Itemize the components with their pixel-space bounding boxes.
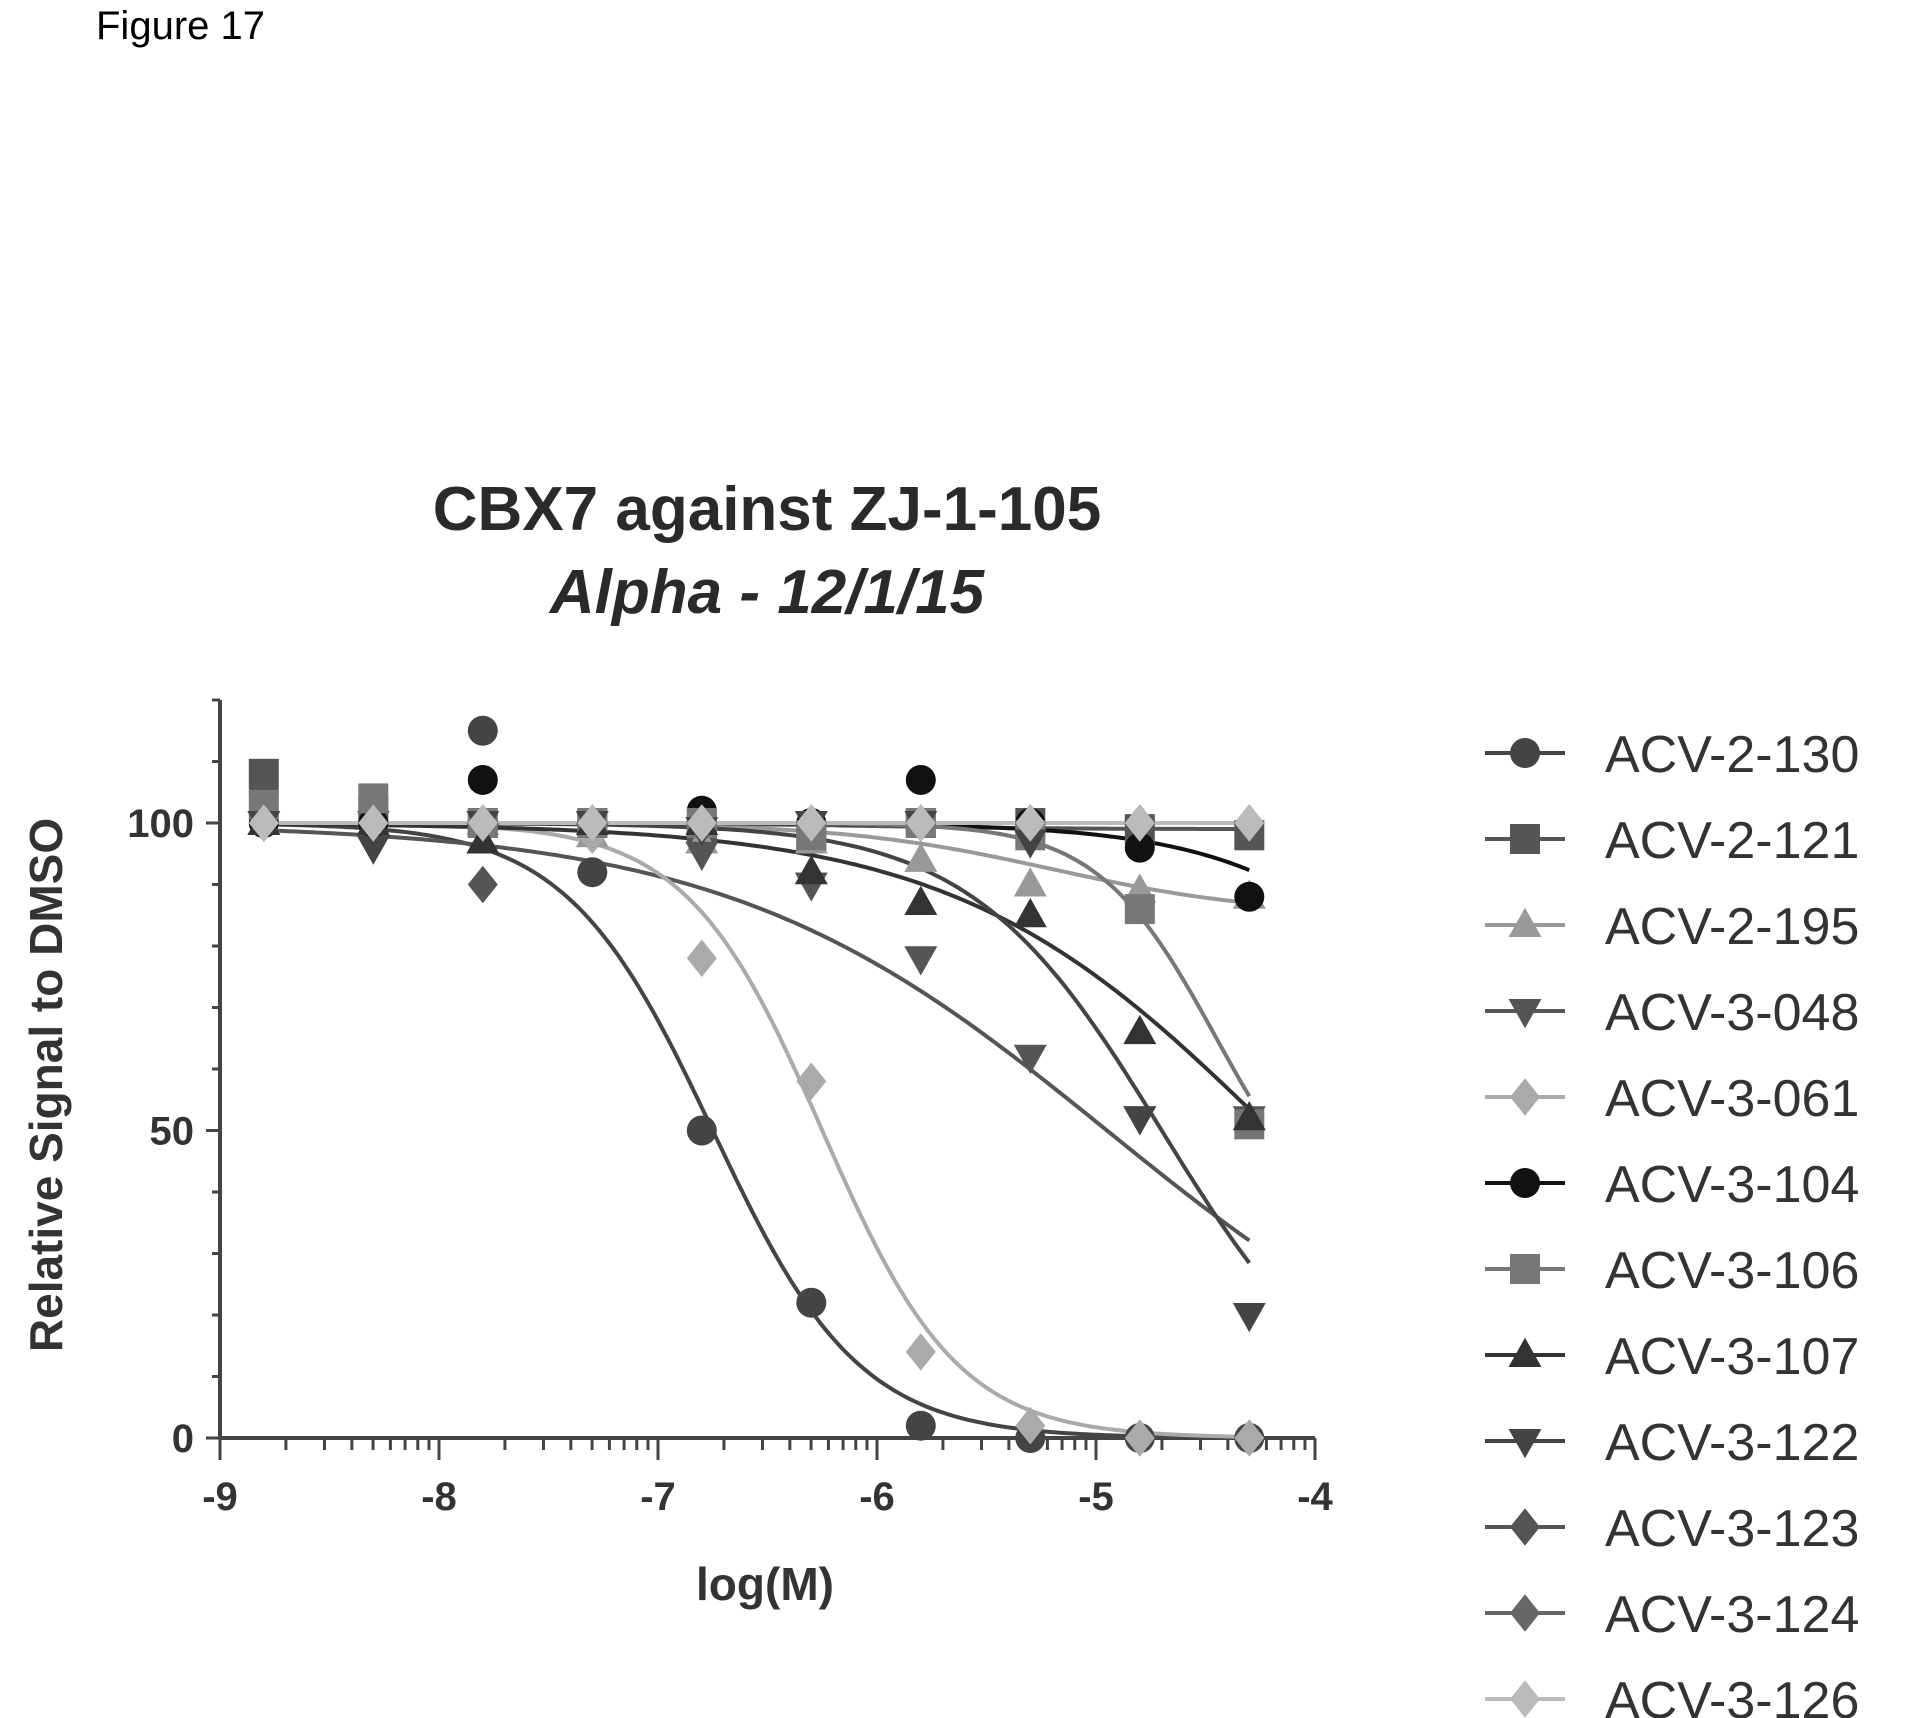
- legend-marker: [1510, 1680, 1540, 1718]
- x-tick-label: -6: [859, 1475, 895, 1519]
- legend-label: ACV-3-061: [1605, 1070, 1859, 1128]
- legend-marker: [1508, 907, 1542, 937]
- y-axis-label: Relative Signal to DMSO: [20, 818, 72, 1352]
- data-point: [356, 835, 390, 865]
- data-point: [1234, 1419, 1265, 1457]
- data-point: [904, 842, 938, 872]
- fit-curve-acv-3-106: [263, 821, 1252, 1098]
- x-tick-label: -9: [202, 1475, 238, 1519]
- x-tick-label: -8: [421, 1475, 457, 1519]
- data-point: [467, 804, 498, 842]
- data-point: [577, 857, 608, 888]
- data-point: [904, 885, 938, 915]
- legend-marker: [1510, 738, 1540, 768]
- fit-curve-acv-3-061: [263, 821, 1250, 1439]
- data-point: [1232, 1303, 1266, 1333]
- legend-label: ACV-3-104: [1605, 1156, 1859, 1214]
- data-point: [1234, 804, 1265, 842]
- legend: ACV-2-130 ACV-2-121 ACV-2-195 ACV-3-048 ACV-…: [1485, 726, 1859, 1718]
- legend-marker: [1508, 1337, 1542, 1367]
- legend-marker: [1508, 1429, 1542, 1459]
- data-point: [905, 804, 936, 842]
- data-point: [905, 764, 936, 795]
- data-point: [1013, 829, 1047, 859]
- data-points: [247, 715, 1266, 1457]
- legend-label: ACV-2-195: [1605, 898, 1859, 956]
- figure-label: Figure 17: [96, 4, 265, 48]
- fit-curves: [263, 821, 1252, 1440]
- data-point: [467, 764, 498, 795]
- y-tick-label: 100: [127, 802, 194, 846]
- data-point: [796, 804, 827, 842]
- data-point: [905, 1410, 936, 1441]
- data-point: [794, 854, 828, 885]
- data-point: [1015, 804, 1046, 842]
- legend-marker: [1510, 1594, 1540, 1632]
- data-point: [1015, 1406, 1046, 1445]
- fit-curve-acv-3-122: [263, 821, 1251, 1265]
- x-axis-label: log(M): [696, 1558, 834, 1610]
- legend-label: ACV-3-123: [1605, 1500, 1859, 1558]
- legend-label: ACV-3-107: [1605, 1328, 1859, 1386]
- chart-subtitle: Alpha - 12/1/15: [548, 558, 986, 627]
- data-point: [1124, 894, 1155, 925]
- data-point: [248, 758, 279, 789]
- data-point: [1124, 832, 1155, 863]
- fit-curve-acv-3-107: [263, 822, 1251, 1111]
- legend-label: ACV-2-121: [1605, 812, 1859, 870]
- y-tick-label: 0: [172, 1417, 194, 1461]
- legend-label: ACV-2-130: [1605, 726, 1859, 784]
- data-point: [685, 841, 719, 871]
- data-point: [904, 946, 938, 976]
- data-point: [1232, 1100, 1266, 1131]
- data-point: [905, 1333, 936, 1371]
- data-point: [686, 939, 717, 978]
- y-tick-label: 50: [150, 1110, 195, 1154]
- axes: 0 50 100 -9 -8 -7 -6 -5 -4: [127, 698, 1334, 1519]
- data-point: [577, 804, 608, 842]
- data-point: [1234, 881, 1265, 912]
- data-point: [1123, 1014, 1157, 1045]
- legend-label: ACV-3-048: [1605, 984, 1859, 1042]
- chart-title: CBX7 against ZJ-1-105: [433, 475, 1101, 544]
- legend-marker: [1510, 1254, 1540, 1284]
- data-point: [1013, 867, 1047, 897]
- x-tick-label: -4: [1297, 1475, 1333, 1519]
- x-tick-label: -5: [1078, 1475, 1114, 1519]
- legend-label: ACV-3-126: [1605, 1672, 1859, 1718]
- data-point: [686, 804, 717, 842]
- data-point: [1124, 804, 1155, 842]
- data-point: [248, 804, 279, 842]
- fit-curve-acv-3-048: [263, 828, 1251, 1243]
- data-point: [1013, 1044, 1047, 1074]
- data-point: [358, 804, 389, 842]
- data-point: [467, 715, 498, 746]
- data-point: [467, 865, 498, 904]
- legend-label: ACV-3-124: [1605, 1586, 1859, 1644]
- data-point: [686, 1115, 717, 1146]
- data-point: [1123, 1106, 1157, 1136]
- data-point: [1013, 898, 1047, 928]
- legend-marker: [1510, 1078, 1540, 1116]
- legend-label: ACV-3-106: [1605, 1242, 1859, 1300]
- legend-label: ACV-3-122: [1605, 1414, 1859, 1472]
- legend-marker: [1510, 824, 1540, 854]
- fit-curve-acv-2-130: [263, 822, 1250, 1440]
- legend-marker: [1510, 1508, 1540, 1546]
- legend-marker: [1508, 999, 1542, 1029]
- data-point: [1124, 1419, 1155, 1457]
- data-point: [796, 1287, 827, 1318]
- legend-marker: [1510, 1168, 1540, 1198]
- x-tick-label: -7: [640, 1475, 676, 1519]
- data-point: [796, 1062, 827, 1101]
